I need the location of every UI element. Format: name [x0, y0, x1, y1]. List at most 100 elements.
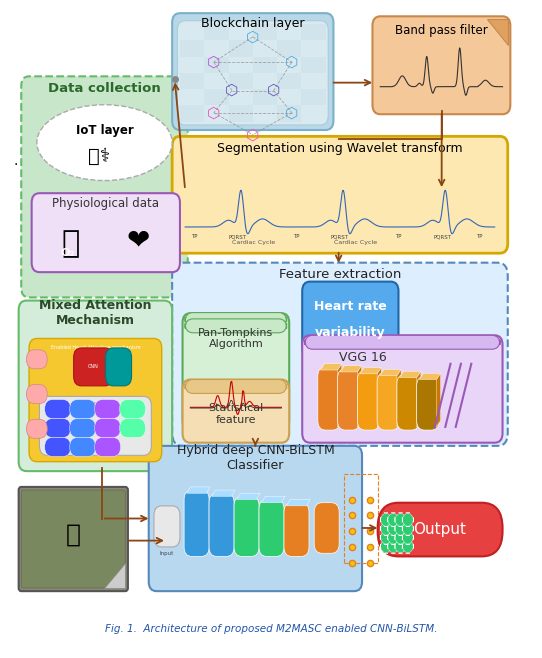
FancyBboxPatch shape: [380, 540, 392, 553]
FancyBboxPatch shape: [44, 438, 70, 457]
Text: Pan-Tompkins
Algorithm: Pan-Tompkins Algorithm: [198, 328, 274, 349]
Polygon shape: [436, 373, 441, 427]
FancyBboxPatch shape: [388, 513, 399, 526]
Text: ·: ·: [14, 158, 18, 172]
FancyBboxPatch shape: [106, 348, 132, 386]
FancyBboxPatch shape: [388, 540, 399, 553]
FancyBboxPatch shape: [95, 418, 121, 438]
Text: Cardiac Cycle: Cardiac Cycle: [334, 240, 377, 245]
FancyBboxPatch shape: [372, 16, 511, 114]
FancyBboxPatch shape: [69, 399, 95, 418]
Text: Hybrid deep CNN-BiLSTM
Classifier: Hybrid deep CNN-BiLSTM Classifier: [177, 445, 334, 472]
FancyBboxPatch shape: [229, 73, 253, 89]
Text: Mixed Attention
Mechanism: Mixed Attention Mechanism: [39, 299, 152, 327]
Text: variability: variability: [315, 326, 386, 339]
Polygon shape: [262, 496, 285, 503]
Text: ⬡: ⬡: [246, 127, 260, 142]
FancyBboxPatch shape: [27, 419, 47, 438]
FancyBboxPatch shape: [185, 319, 287, 333]
Polygon shape: [105, 563, 125, 588]
Text: Statistical
feature: Statistical feature: [208, 403, 263, 425]
FancyBboxPatch shape: [120, 399, 146, 418]
FancyBboxPatch shape: [172, 13, 333, 130]
FancyBboxPatch shape: [377, 372, 399, 430]
FancyBboxPatch shape: [357, 370, 380, 430]
FancyBboxPatch shape: [229, 105, 253, 122]
Polygon shape: [357, 366, 362, 427]
FancyBboxPatch shape: [95, 438, 121, 457]
Text: Input: Input: [160, 551, 174, 556]
FancyBboxPatch shape: [388, 522, 399, 536]
Polygon shape: [487, 20, 508, 45]
FancyBboxPatch shape: [183, 313, 289, 430]
Text: TRIPLET NETWORK: TRIPLET NETWORK: [72, 402, 119, 407]
FancyBboxPatch shape: [180, 105, 204, 122]
Text: O₂: O₂: [61, 248, 75, 258]
FancyBboxPatch shape: [69, 438, 95, 457]
FancyBboxPatch shape: [21, 490, 125, 588]
Text: ⬡: ⬡: [207, 55, 221, 70]
Polygon shape: [420, 373, 441, 380]
Text: Band pass filter: Band pass filter: [395, 24, 488, 38]
FancyBboxPatch shape: [204, 89, 229, 105]
Text: VGG 16: VGG 16: [339, 351, 387, 364]
Polygon shape: [212, 490, 235, 496]
Polygon shape: [320, 364, 342, 370]
Polygon shape: [340, 366, 362, 372]
FancyBboxPatch shape: [302, 336, 502, 443]
FancyBboxPatch shape: [209, 494, 234, 557]
FancyBboxPatch shape: [95, 399, 121, 418]
FancyBboxPatch shape: [314, 503, 339, 553]
Text: PQRST: PQRST: [229, 234, 247, 240]
Polygon shape: [186, 487, 210, 494]
FancyBboxPatch shape: [284, 503, 309, 557]
Text: ⬡: ⬡: [267, 83, 280, 98]
Text: IoT layer: IoT layer: [76, 124, 133, 136]
Text: Feature extraction: Feature extraction: [279, 268, 401, 281]
FancyBboxPatch shape: [177, 21, 328, 125]
FancyBboxPatch shape: [305, 336, 500, 349]
FancyBboxPatch shape: [402, 530, 414, 544]
FancyBboxPatch shape: [402, 522, 414, 536]
Text: ⬡: ⬡: [246, 30, 260, 44]
Polygon shape: [380, 369, 401, 376]
FancyBboxPatch shape: [234, 496, 259, 557]
Text: 👩‍⚕️: 👩‍⚕️: [88, 147, 111, 166]
Text: Heart rate: Heart rate: [314, 301, 387, 313]
FancyBboxPatch shape: [378, 503, 502, 557]
FancyBboxPatch shape: [395, 540, 406, 553]
FancyBboxPatch shape: [277, 73, 301, 89]
FancyBboxPatch shape: [380, 530, 392, 544]
FancyBboxPatch shape: [259, 499, 284, 557]
Text: TP: TP: [293, 234, 300, 240]
Text: Segmentation using Wavelet transform: Segmentation using Wavelet transform: [217, 142, 463, 155]
FancyBboxPatch shape: [69, 418, 95, 438]
FancyBboxPatch shape: [44, 399, 70, 418]
FancyBboxPatch shape: [180, 73, 204, 89]
FancyBboxPatch shape: [380, 522, 392, 536]
Text: ❤️: ❤️: [127, 226, 150, 255]
FancyBboxPatch shape: [277, 40, 301, 57]
FancyBboxPatch shape: [380, 513, 392, 526]
FancyBboxPatch shape: [277, 105, 301, 122]
Text: Cardiac Cycle: Cardiac Cycle: [231, 240, 275, 245]
Polygon shape: [287, 499, 310, 506]
Text: Blockchain layer: Blockchain layer: [201, 17, 305, 30]
Text: ⬡: ⬡: [207, 105, 221, 120]
FancyBboxPatch shape: [397, 374, 420, 430]
Text: TP: TP: [476, 234, 482, 240]
FancyBboxPatch shape: [253, 24, 277, 40]
FancyBboxPatch shape: [204, 57, 229, 73]
FancyBboxPatch shape: [18, 487, 128, 591]
FancyBboxPatch shape: [154, 506, 180, 547]
FancyBboxPatch shape: [27, 350, 47, 368]
Text: ⬡: ⬡: [285, 55, 299, 70]
Text: ⬡: ⬡: [285, 105, 299, 120]
FancyBboxPatch shape: [185, 380, 287, 393]
FancyBboxPatch shape: [417, 376, 439, 430]
FancyBboxPatch shape: [40, 396, 151, 455]
FancyBboxPatch shape: [402, 513, 414, 526]
Text: CNN: CNN: [87, 365, 98, 369]
Text: PQRST: PQRST: [433, 234, 451, 240]
FancyBboxPatch shape: [185, 313, 287, 326]
